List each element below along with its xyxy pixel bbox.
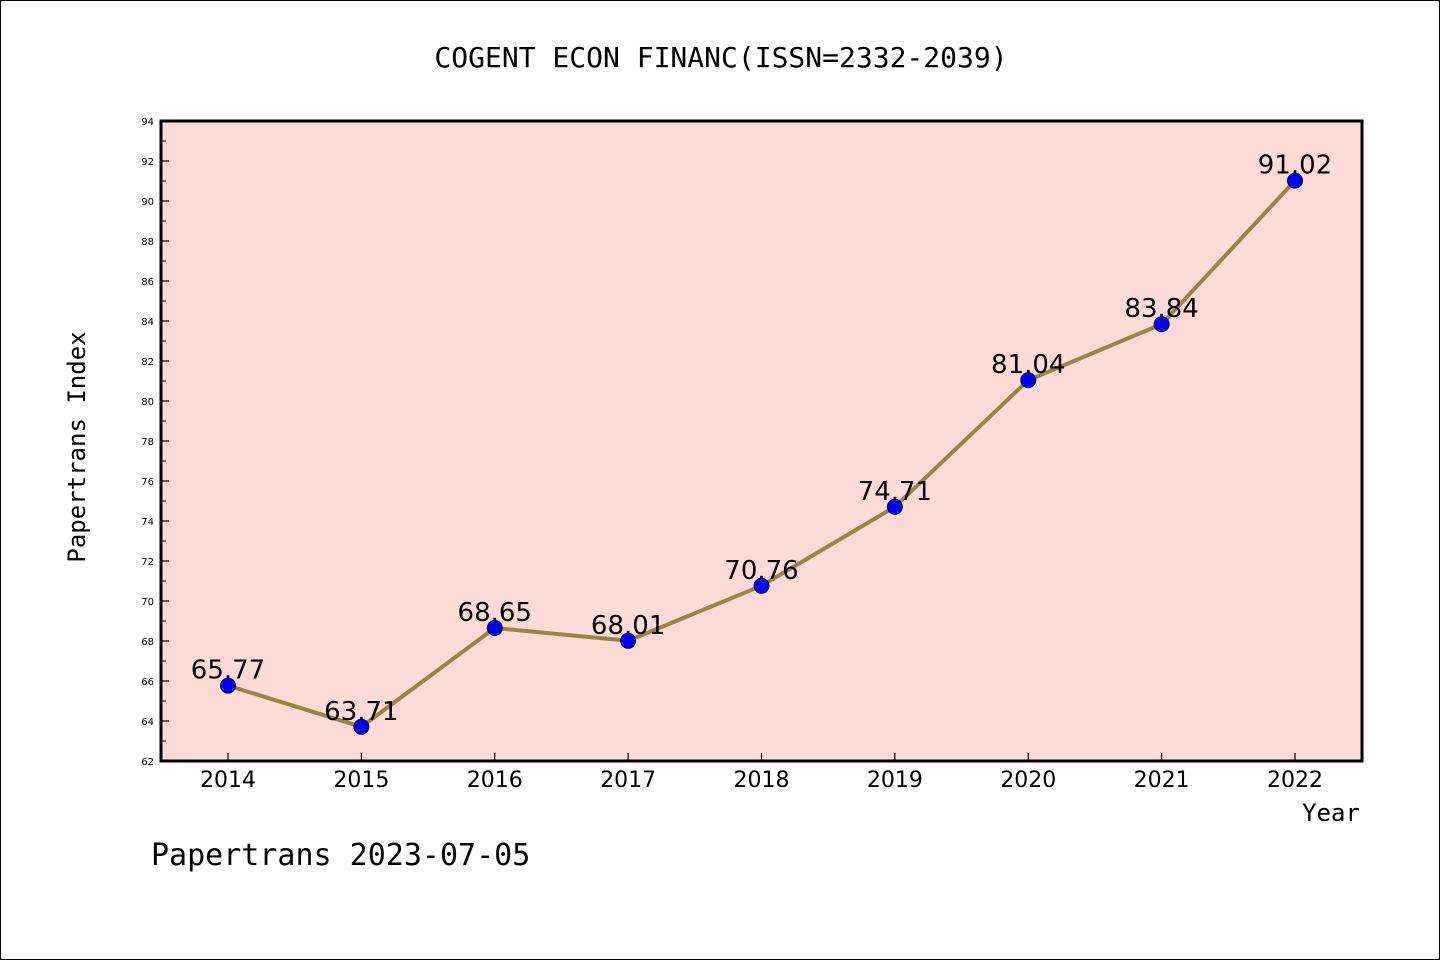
x-tick-label: 2014 xyxy=(200,768,256,793)
data-point-2022 xyxy=(1287,172,1303,189)
data-label-2016: 68.65 xyxy=(458,598,532,628)
x-axis-ticks: 2014 2015 2016 2017 2018 2019 2020 2021 2022 xyxy=(200,753,1323,793)
x-tick-label: 2016 xyxy=(467,768,523,793)
data-point-2016 xyxy=(486,620,503,636)
data-point-2014 xyxy=(220,677,236,694)
data-label-2019: 74.71 xyxy=(858,477,932,507)
y-tick-label: 90 xyxy=(141,197,154,208)
data-label-2021: 83.84 xyxy=(1124,294,1198,324)
y-tick-label: 80 xyxy=(141,397,154,408)
y-tick-label: 66 xyxy=(141,677,154,688)
y-tick-label: 86 xyxy=(141,277,154,288)
y-axis-title: Papertrans Index xyxy=(63,331,91,562)
data-point-2020 xyxy=(1020,372,1037,389)
y-tick-label: 74 xyxy=(141,517,154,528)
y-tick-label: 92 xyxy=(141,157,154,168)
data-label-2014: 65.77 xyxy=(191,656,265,686)
y-tick-label: 82 xyxy=(141,357,154,368)
data-point-2015 xyxy=(353,718,370,735)
plot-border xyxy=(159,119,1364,763)
y-tick-label: 88 xyxy=(141,237,154,248)
x-tick-label: 2020 xyxy=(1000,768,1056,793)
data-point-2017 xyxy=(620,632,637,649)
x-tick-label: 2015 xyxy=(333,768,389,793)
data-point-2019 xyxy=(886,498,903,515)
x-tick-label: 2019 xyxy=(867,768,923,793)
x-tick-label: 2021 xyxy=(1134,768,1190,793)
data-label-2020: 81.04 xyxy=(991,350,1065,380)
data-label-2022: 91.02 xyxy=(1258,151,1332,181)
data-label-2017: 68.01 xyxy=(591,611,665,641)
y-tick-label: 78 xyxy=(141,437,154,448)
y-tick-label: 84 xyxy=(141,317,154,328)
footer-text: Papertrans 2023-07-05 xyxy=(151,838,530,873)
y-tick-label: 72 xyxy=(141,557,154,568)
y-tick-label: 62 xyxy=(141,757,154,768)
plot-area xyxy=(161,121,1362,761)
data-point-2021 xyxy=(1153,316,1170,333)
chart-title: COGENT ECON FINANC(ISSN=2332-2039) xyxy=(434,41,1007,74)
x-tick-label: 2018 xyxy=(734,768,790,793)
series: 65.77 63.71 68.65 68.01 70.76 74.71 81.04 83.84… xyxy=(191,151,1332,735)
y-tick-label: 76 xyxy=(141,477,154,488)
y-tick-label: 70 xyxy=(141,597,154,608)
data-label-2015: 63.71 xyxy=(324,697,398,727)
x-tick-label: 2017 xyxy=(600,768,656,793)
x-tick-label: 2022 xyxy=(1267,768,1323,793)
y-tick-label: 94 xyxy=(141,117,154,128)
data-label-2018: 70.76 xyxy=(724,556,798,586)
y-tick-label: 64 xyxy=(141,717,154,728)
data-point-2018 xyxy=(753,577,770,594)
x-axis-title: Year xyxy=(1302,799,1360,827)
y-tick-label: 68 xyxy=(141,637,154,648)
